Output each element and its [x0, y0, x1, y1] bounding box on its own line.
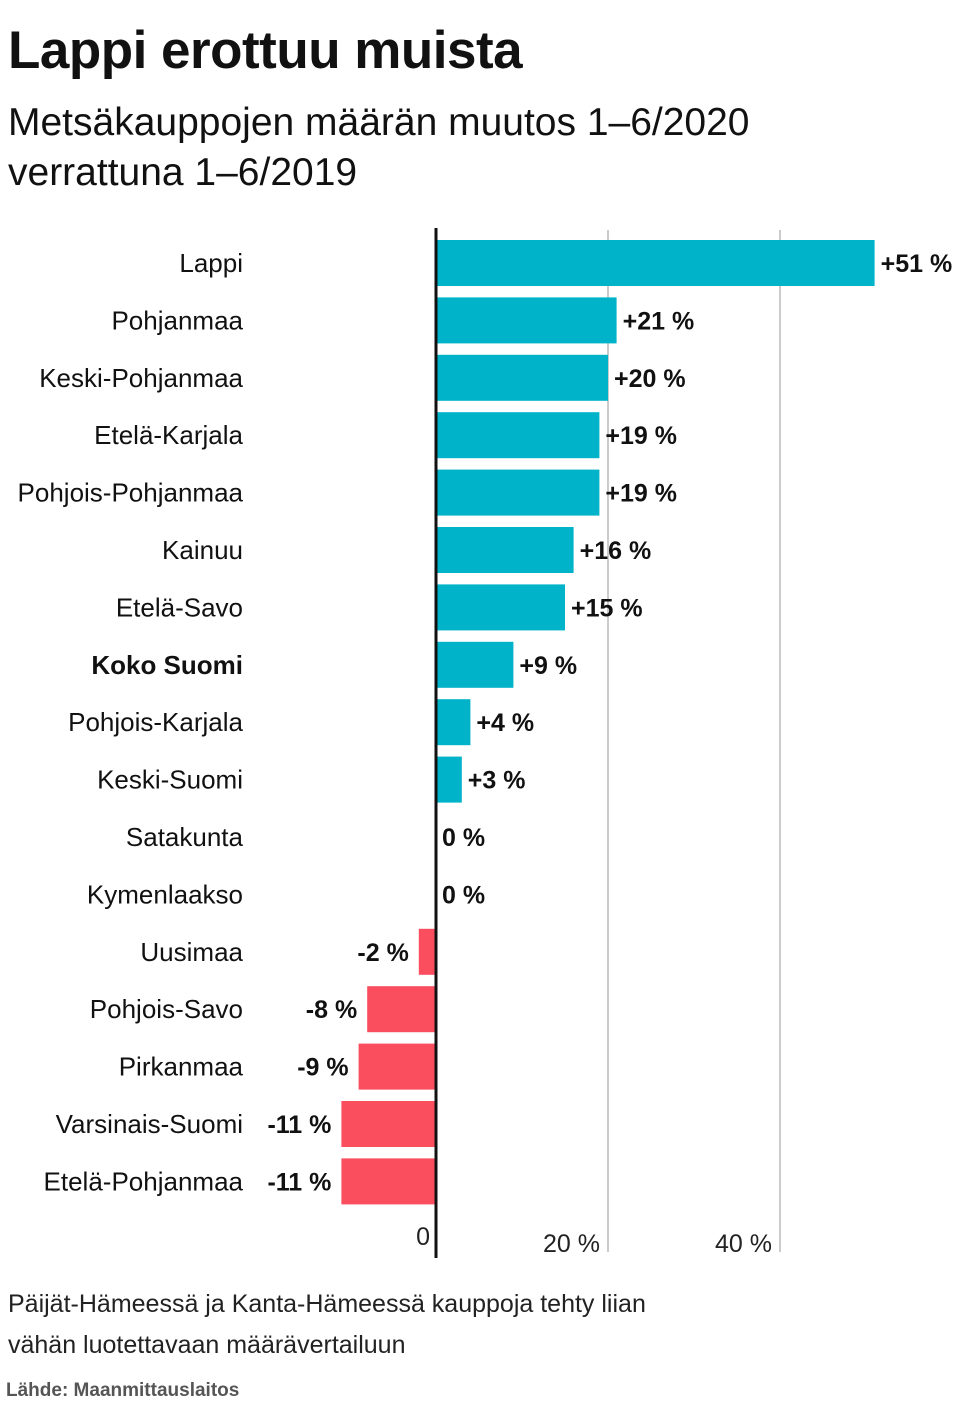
category-label: Lappi [179, 248, 243, 278]
category-label: Pohjois-Savo [90, 994, 243, 1024]
x-tick-label: 40 % [715, 1230, 772, 1258]
category-label: Satakunta [126, 822, 244, 852]
bar-16 [341, 1158, 436, 1205]
value-label: +20 % [614, 365, 686, 393]
value-label: +3 % [468, 767, 526, 795]
value-label: 0 % [442, 824, 485, 852]
source-credit: Lähde: Maanmittauslaitos [6, 1380, 240, 1401]
bar-2 [436, 354, 608, 401]
category-label: Etelä-Savo [116, 592, 243, 622]
x-tick-label: 20 % [543, 1230, 600, 1258]
value-label: -9 % [297, 1054, 348, 1082]
category-label: Keski-Pohjanmaa [39, 363, 243, 393]
bars [341, 240, 875, 1205]
x-tick-label: 0 [416, 1223, 430, 1251]
value-label: 0 % [442, 881, 485, 909]
category-label: Varsinais-Suomi [56, 1109, 243, 1139]
bar-1 [436, 297, 617, 344]
bar-chart: Lappi +51 % Pohjanmaa +21 % Keski-Pohjanmaa +… [18, 228, 953, 1258]
bar-3 [436, 412, 600, 459]
bar-7 [436, 641, 514, 688]
category-label: Uusimaa [140, 937, 243, 967]
value-label: -11 % [267, 1111, 331, 1139]
value-label: +9 % [519, 652, 577, 680]
category-label: Pohjois-Karjala [68, 707, 243, 737]
value-label: +19 % [605, 480, 677, 508]
value-label: +51 % [881, 250, 953, 278]
category-label: Pirkanmaa [119, 1052, 244, 1082]
value-label: +15 % [571, 594, 643, 622]
bar-9 [436, 756, 462, 803]
category-label: Etelä-Pohjanmaa [44, 1166, 244, 1196]
labels: Lappi +51 % Pohjanmaa +21 % Keski-Pohjanmaa +… [18, 248, 953, 1196]
chart-title: Lappi erottuu muista [8, 21, 523, 80]
value-label: +4 % [476, 709, 534, 737]
category-label: Etelä-Karjala [94, 420, 243, 450]
footnote: Päijät-Hämeessä ja Kanta-Hämeessä kauppo… [8, 1290, 646, 1359]
category-label: Kainuu [162, 535, 243, 565]
bar-4 [436, 469, 600, 516]
value-label: +16 % [580, 537, 652, 565]
bar-8 [436, 699, 471, 746]
bar-12 [418, 928, 436, 975]
value-label: -2 % [357, 939, 408, 967]
category-label: Kymenlaakso [87, 879, 243, 909]
category-label: Pohjanmaa [111, 305, 243, 335]
value-label: -8 % [306, 996, 357, 1024]
bar-0 [436, 240, 875, 286]
bar-13 [367, 986, 436, 1033]
value-label: -11 % [267, 1168, 331, 1196]
axes: 0 20 % 40 % [416, 228, 772, 1258]
category-label: Pohjois-Pohjanmaa [18, 478, 244, 508]
category-label: Keski-Suomi [97, 765, 243, 795]
bar-6 [436, 584, 565, 631]
bar-15 [341, 1101, 436, 1147]
chart-subtitle: Metsäkauppojen määrän muutos 1–6/2020 ve… [8, 101, 750, 194]
bar-5 [436, 527, 574, 573]
value-label: +21 % [623, 307, 695, 335]
value-label: +19 % [605, 422, 677, 450]
bar-14 [358, 1043, 436, 1090]
category-label: Koko Suomi [91, 650, 243, 680]
